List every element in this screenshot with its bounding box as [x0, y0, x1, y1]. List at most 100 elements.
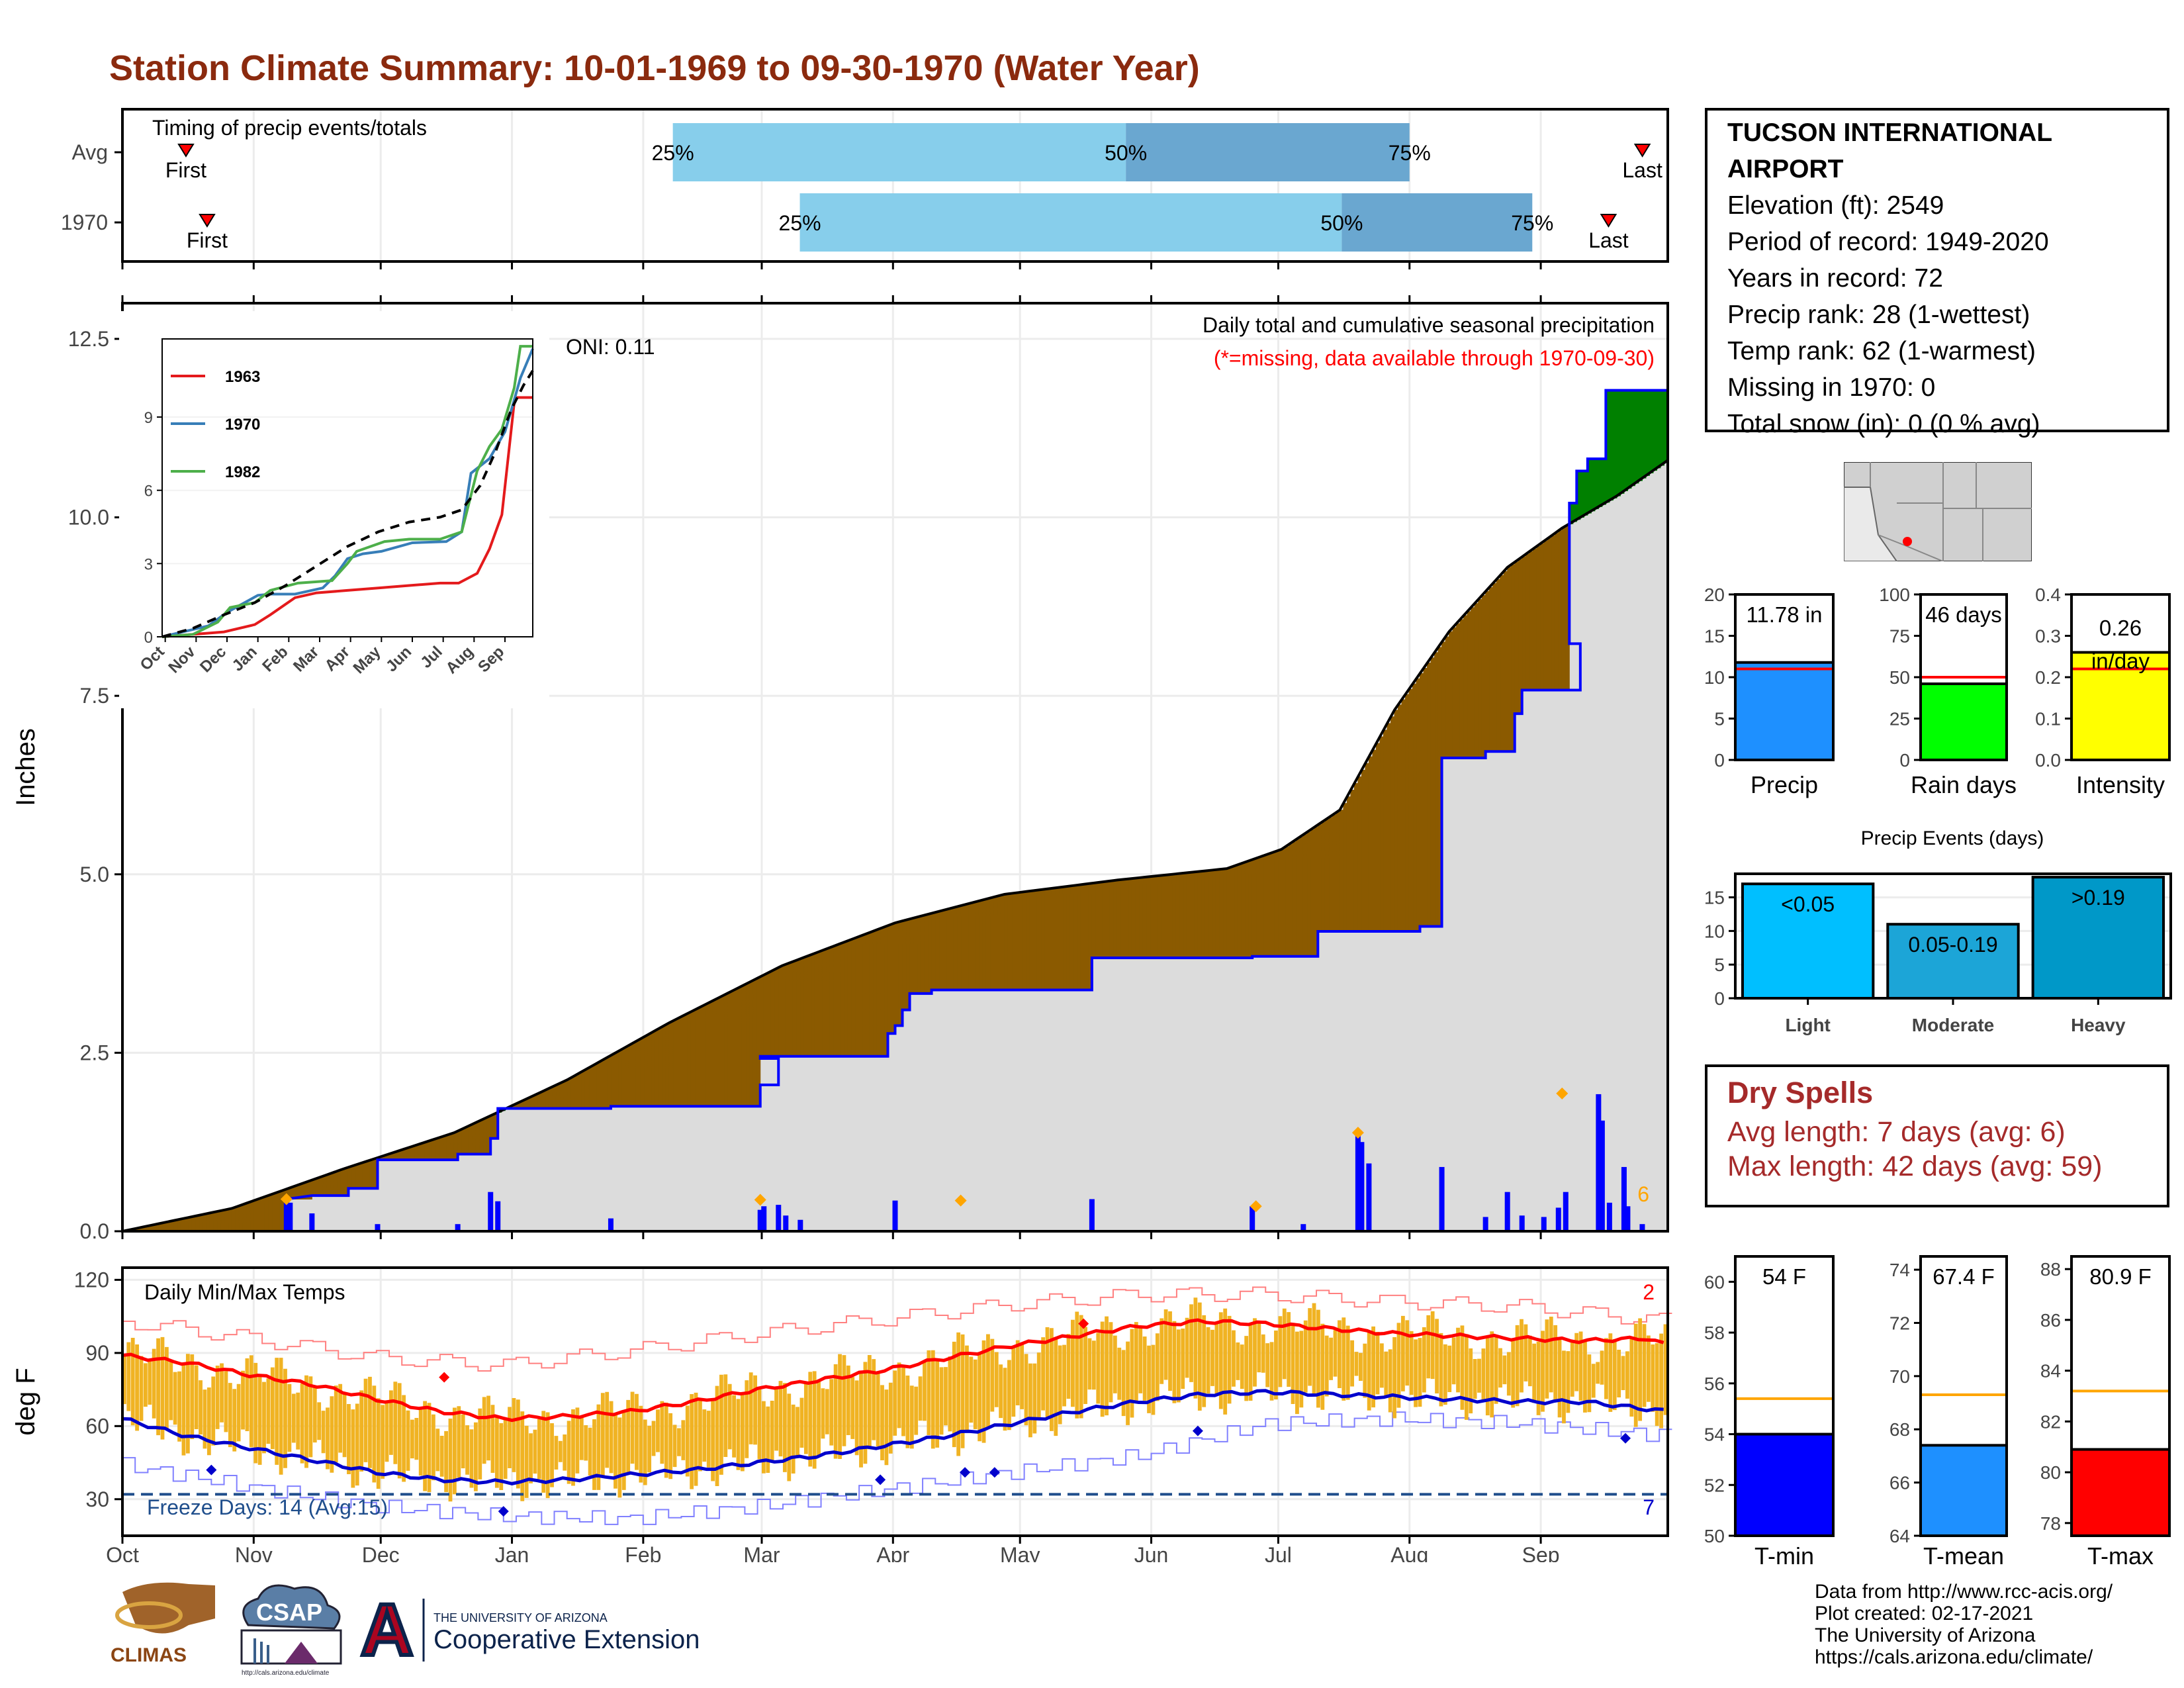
tmean-value-label: 67.4 F [1933, 1264, 1995, 1289]
tmax-xlabel: T-max [2087, 1542, 2154, 1569]
ua-line2: Cooperative Extension [433, 1625, 700, 1654]
precip-event-marker [754, 1194, 766, 1206]
timing-label-50: 50% [1320, 211, 1363, 235]
temp-record-max-line [122, 1286, 1672, 1372]
precip-daily-bar [309, 1213, 315, 1231]
tmax-ytick-label: 84 [2040, 1361, 2061, 1382]
temp-month-label: Dec [362, 1543, 400, 1562]
precip-daily-bar [1089, 1199, 1095, 1231]
timing-row-label: Avg [71, 140, 108, 164]
inset-ytick-label: 0 [144, 629, 153, 647]
temp-daily-bars [122, 1297, 1668, 1502]
events-category-label: Moderate [1912, 1015, 1994, 1035]
precip-frame [121, 302, 1669, 1233]
temp-month-label: Jun [1134, 1543, 1169, 1562]
temp-month-label: Mar [743, 1543, 780, 1562]
tmin-ytick-label: 56 [1704, 1374, 1725, 1394]
page-title: Station Climate Summary: 10-01-1969 to 0… [109, 48, 1200, 88]
tmin-ytick-label: 54 [1704, 1425, 1725, 1445]
intensity-ytick-label: 0.4 [2035, 585, 2061, 605]
inset-series-line [161, 396, 533, 638]
precip-corner-count: 6 [1637, 1182, 1649, 1206]
climas-logo-text: CLIMAS [111, 1644, 187, 1666]
timing-row-label: 1970 [61, 211, 108, 234]
events-bar-label: 0.05-0.19 [1908, 933, 1997, 957]
dry-spells-avg: Avg length: 7 days (avg: 6) [1727, 1116, 2066, 1148]
tmax-chart: 78 80 82 84 86 88 80.9 F T-max [2040, 1255, 2171, 1569]
rain-days-chart: 0 25 50 75 100 46 days Rain days [1879, 585, 2017, 798]
rain_days-ytick-label: 100 [1879, 585, 1910, 605]
station-name: TUCSON INTERNATIONAL AIRPORT [1727, 118, 2052, 183]
temp-cold-marker [206, 1464, 217, 1476]
events-ytick-label: 10 [1704, 921, 1725, 941]
timing-label-75: 75% [1388, 141, 1431, 165]
temp-cold-marker [875, 1474, 886, 1485]
precip-daily-bar [761, 1206, 767, 1231]
precip-daily-bar [495, 1201, 501, 1231]
intensity-value-label: 0.26 [2099, 616, 2142, 640]
timing-first-marker [199, 214, 216, 228]
temp-freeze-label: Freeze Days: 14 (Avg:15) [147, 1495, 388, 1519]
events-ytick-label: 5 [1714, 955, 1725, 975]
temp-avg-max-line [122, 1318, 1664, 1423]
tmax-bar [2070, 1448, 2171, 1537]
station-snow: Total snow (in): 0 (0 % avg) [1727, 410, 2040, 438]
precip-daily-bar [1482, 1217, 1488, 1231]
intensity-ytick-label: 0.0 [2035, 750, 2061, 771]
inset-ytick-label: 9 [144, 409, 153, 427]
precip-events-chart: Precip Events (days) <0.05 Light 0.05-0.19 M… [1704, 827, 2172, 1035]
tmax-ytick-label: 82 [2040, 1411, 2061, 1432]
footer-url: https://cals.arizona.edu/climate/ [1815, 1646, 2093, 1668]
dry-spells-box: Dry Spells Avg length: 7 days (avg: 6) M… [1705, 1064, 2169, 1207]
csap-url: http://cals.arizona.edu/climate [242, 1669, 330, 1677]
precip-event-marker [280, 1193, 293, 1205]
precip-daily-bar [1250, 1206, 1255, 1231]
precip-daily-bar [797, 1219, 803, 1231]
tmax-ytick-label: 86 [2040, 1310, 2061, 1331]
temp-cold-marker [989, 1467, 1000, 1478]
precip_total-ytick-label: 0 [1714, 750, 1725, 771]
precip_total-ytick-label: 20 [1704, 585, 1725, 605]
precip-daily-bar [1621, 1166, 1627, 1231]
temp-ytick-label: 60 [85, 1414, 109, 1438]
timing-first-label: First [165, 158, 206, 182]
csap-logo: CSAP http://cals.arizona.edu/climate [240, 1584, 342, 1677]
station-years: Years in record: 72 [1727, 264, 1943, 293]
precip-daily-bar [1625, 1206, 1631, 1231]
rain_days-ytick-label: 50 [1889, 667, 1910, 688]
inset-series-line [161, 345, 533, 638]
precip-title: Daily total and cumulative seasonal prec… [1203, 313, 1655, 337]
footer: Data from http://www.rcc-acis.org/ Plot … [1815, 1581, 2113, 1668]
timing-title: Timing of precip events/totals [152, 116, 427, 140]
precip-daily-bar [776, 1205, 782, 1231]
ua-mark: A [361, 1589, 413, 1671]
precip-daily-bar [783, 1215, 789, 1231]
temp-month-label: Jan [495, 1543, 529, 1562]
inset-legend-label: 1970 [225, 416, 260, 434]
intensity-value-label2: in/day [2091, 649, 2150, 673]
logos: CLIMAS CSAP http://cals.arizona.edu/clim… [111, 1582, 700, 1677]
precip-ytick-label: 5.0 [80, 863, 109, 886]
tmean-ytick-label: 68 [1889, 1419, 1910, 1440]
precip-oni: ONI: 0.11 [566, 335, 655, 359]
temp-month-label: Feb [625, 1543, 661, 1562]
temp-record-min-line [122, 1411, 1672, 1525]
tmin-ytick-label: 50 [1704, 1526, 1725, 1546]
events-bar [2031, 876, 2165, 1000]
temp-ylabel: deg F [11, 1368, 40, 1435]
precip-daily-bar [1606, 1202, 1612, 1231]
tmin-value-label: 54 F [1762, 1264, 1806, 1289]
temp-ytick-label: 30 [85, 1487, 109, 1511]
precip-daily-bar [375, 1224, 381, 1231]
temp-cold-marker [498, 1506, 509, 1517]
temp-ytick-label: 90 [85, 1341, 109, 1365]
precip-surplus-area [497, 390, 1668, 1113]
precip-daily-bar [283, 1199, 289, 1231]
precip-event-marker [1351, 1127, 1364, 1139]
timing-bar-50-75 [1342, 193, 1533, 252]
tmin-bar [1734, 1432, 1835, 1537]
footer-plot-created: Plot created: 02-17-2021 [1815, 1603, 2034, 1624]
rain_days-value-label: 46 days [1925, 602, 2002, 627]
tmax-ytick-label: 78 [2040, 1513, 2061, 1534]
precip-daily-bar [287, 1202, 293, 1231]
